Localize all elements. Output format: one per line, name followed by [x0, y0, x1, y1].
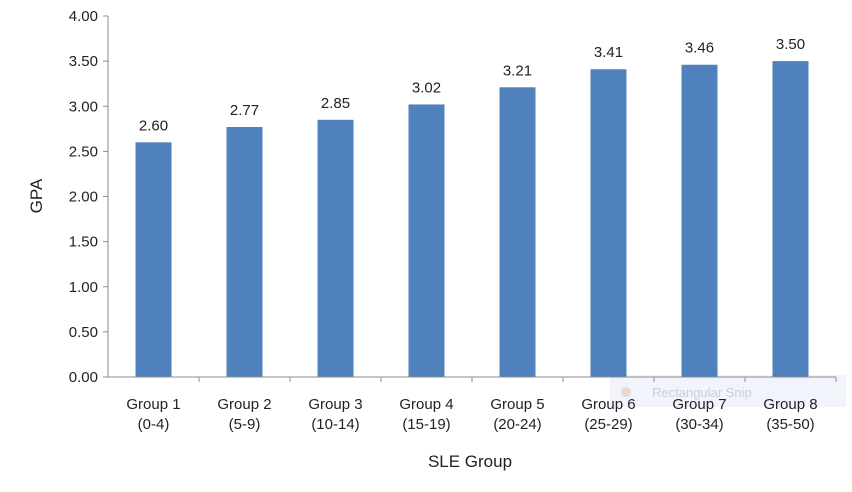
data-label: 2.85 — [321, 95, 350, 112]
x-tick-label: Group 3 (10-14) — [308, 396, 362, 433]
data-label: 3.02 — [412, 79, 441, 96]
bar — [135, 142, 172, 377]
y-tick-label: 0.00 — [69, 369, 98, 386]
data-label: 3.50 — [776, 36, 805, 53]
x-tick-label-line: Group 4 — [399, 396, 453, 413]
y-tick-label: 1.00 — [69, 279, 98, 296]
snip-icon — [621, 387, 631, 397]
x-tick-label-line: Group 6 — [581, 396, 635, 413]
data-label: 2.60 — [139, 117, 168, 134]
bar — [499, 87, 536, 378]
y-tick-label: 4.00 — [69, 8, 98, 25]
data-label: 3.46 — [685, 40, 714, 57]
x-tick-label: Group 4 (15-19) — [399, 396, 453, 433]
y-tick-label: 2.00 — [69, 189, 98, 206]
x-tick-label: Group 7 (30-34) — [672, 396, 726, 433]
y-tick-label: 1.50 — [69, 234, 98, 251]
x-tick-label-line: Group 8 — [763, 396, 817, 413]
x-tick-label: Group 8 (35-50) — [763, 396, 817, 433]
data-label: 3.21 — [503, 62, 532, 79]
x-tick-label-line: (10-14) — [311, 416, 359, 433]
snip-watermark: Rectangular Snip — [610, 375, 846, 407]
y-axis-title: GPA — [27, 178, 46, 213]
y-tick-label: 3.50 — [69, 53, 98, 70]
x-tick-label: Group 1 (0-4) — [126, 396, 180, 433]
x-tick-label: Group 2 (5-9) — [217, 396, 271, 433]
x-tick-label-line: (35-50) — [766, 416, 814, 433]
x-tick-label: Group 6 (25-29) — [581, 396, 635, 433]
x-tick-label-line: (20-24) — [493, 416, 541, 433]
bar — [772, 61, 809, 377]
x-tick-label-line: (15-19) — [402, 416, 450, 433]
data-label: 3.41 — [594, 44, 623, 61]
bar — [226, 127, 263, 377]
y-tick-label: 2.50 — [69, 143, 98, 160]
x-tick-label-line: Group 3 — [308, 396, 362, 413]
x-tick-label: Group 5 (20-24) — [490, 396, 544, 433]
x-tick-label-line: (30-34) — [675, 416, 723, 433]
snip-watermark-box — [610, 375, 846, 407]
x-axis-title: SLE Group — [428, 452, 512, 471]
x-tick-label-line: Group 2 — [217, 396, 271, 413]
data-label: 2.77 — [230, 102, 259, 119]
x-tick-label-line: Group 5 — [490, 396, 544, 413]
bar — [317, 119, 354, 377]
y-tick-label: 3.00 — [69, 98, 98, 115]
x-tick-label-line: (5-9) — [229, 416, 261, 433]
snip-watermark-text: Rectangular Snip — [652, 385, 752, 400]
bar — [681, 64, 718, 378]
x-tick-label-line: (25-29) — [584, 416, 632, 433]
bar — [590, 69, 627, 377]
x-tick-label-line: Group 7 — [672, 396, 726, 413]
y-tick-label: 0.50 — [69, 324, 98, 341]
x-tick-label-line: (0-4) — [138, 416, 170, 433]
x-tick-label-line: Group 1 — [126, 396, 180, 413]
bar — [408, 104, 445, 377]
